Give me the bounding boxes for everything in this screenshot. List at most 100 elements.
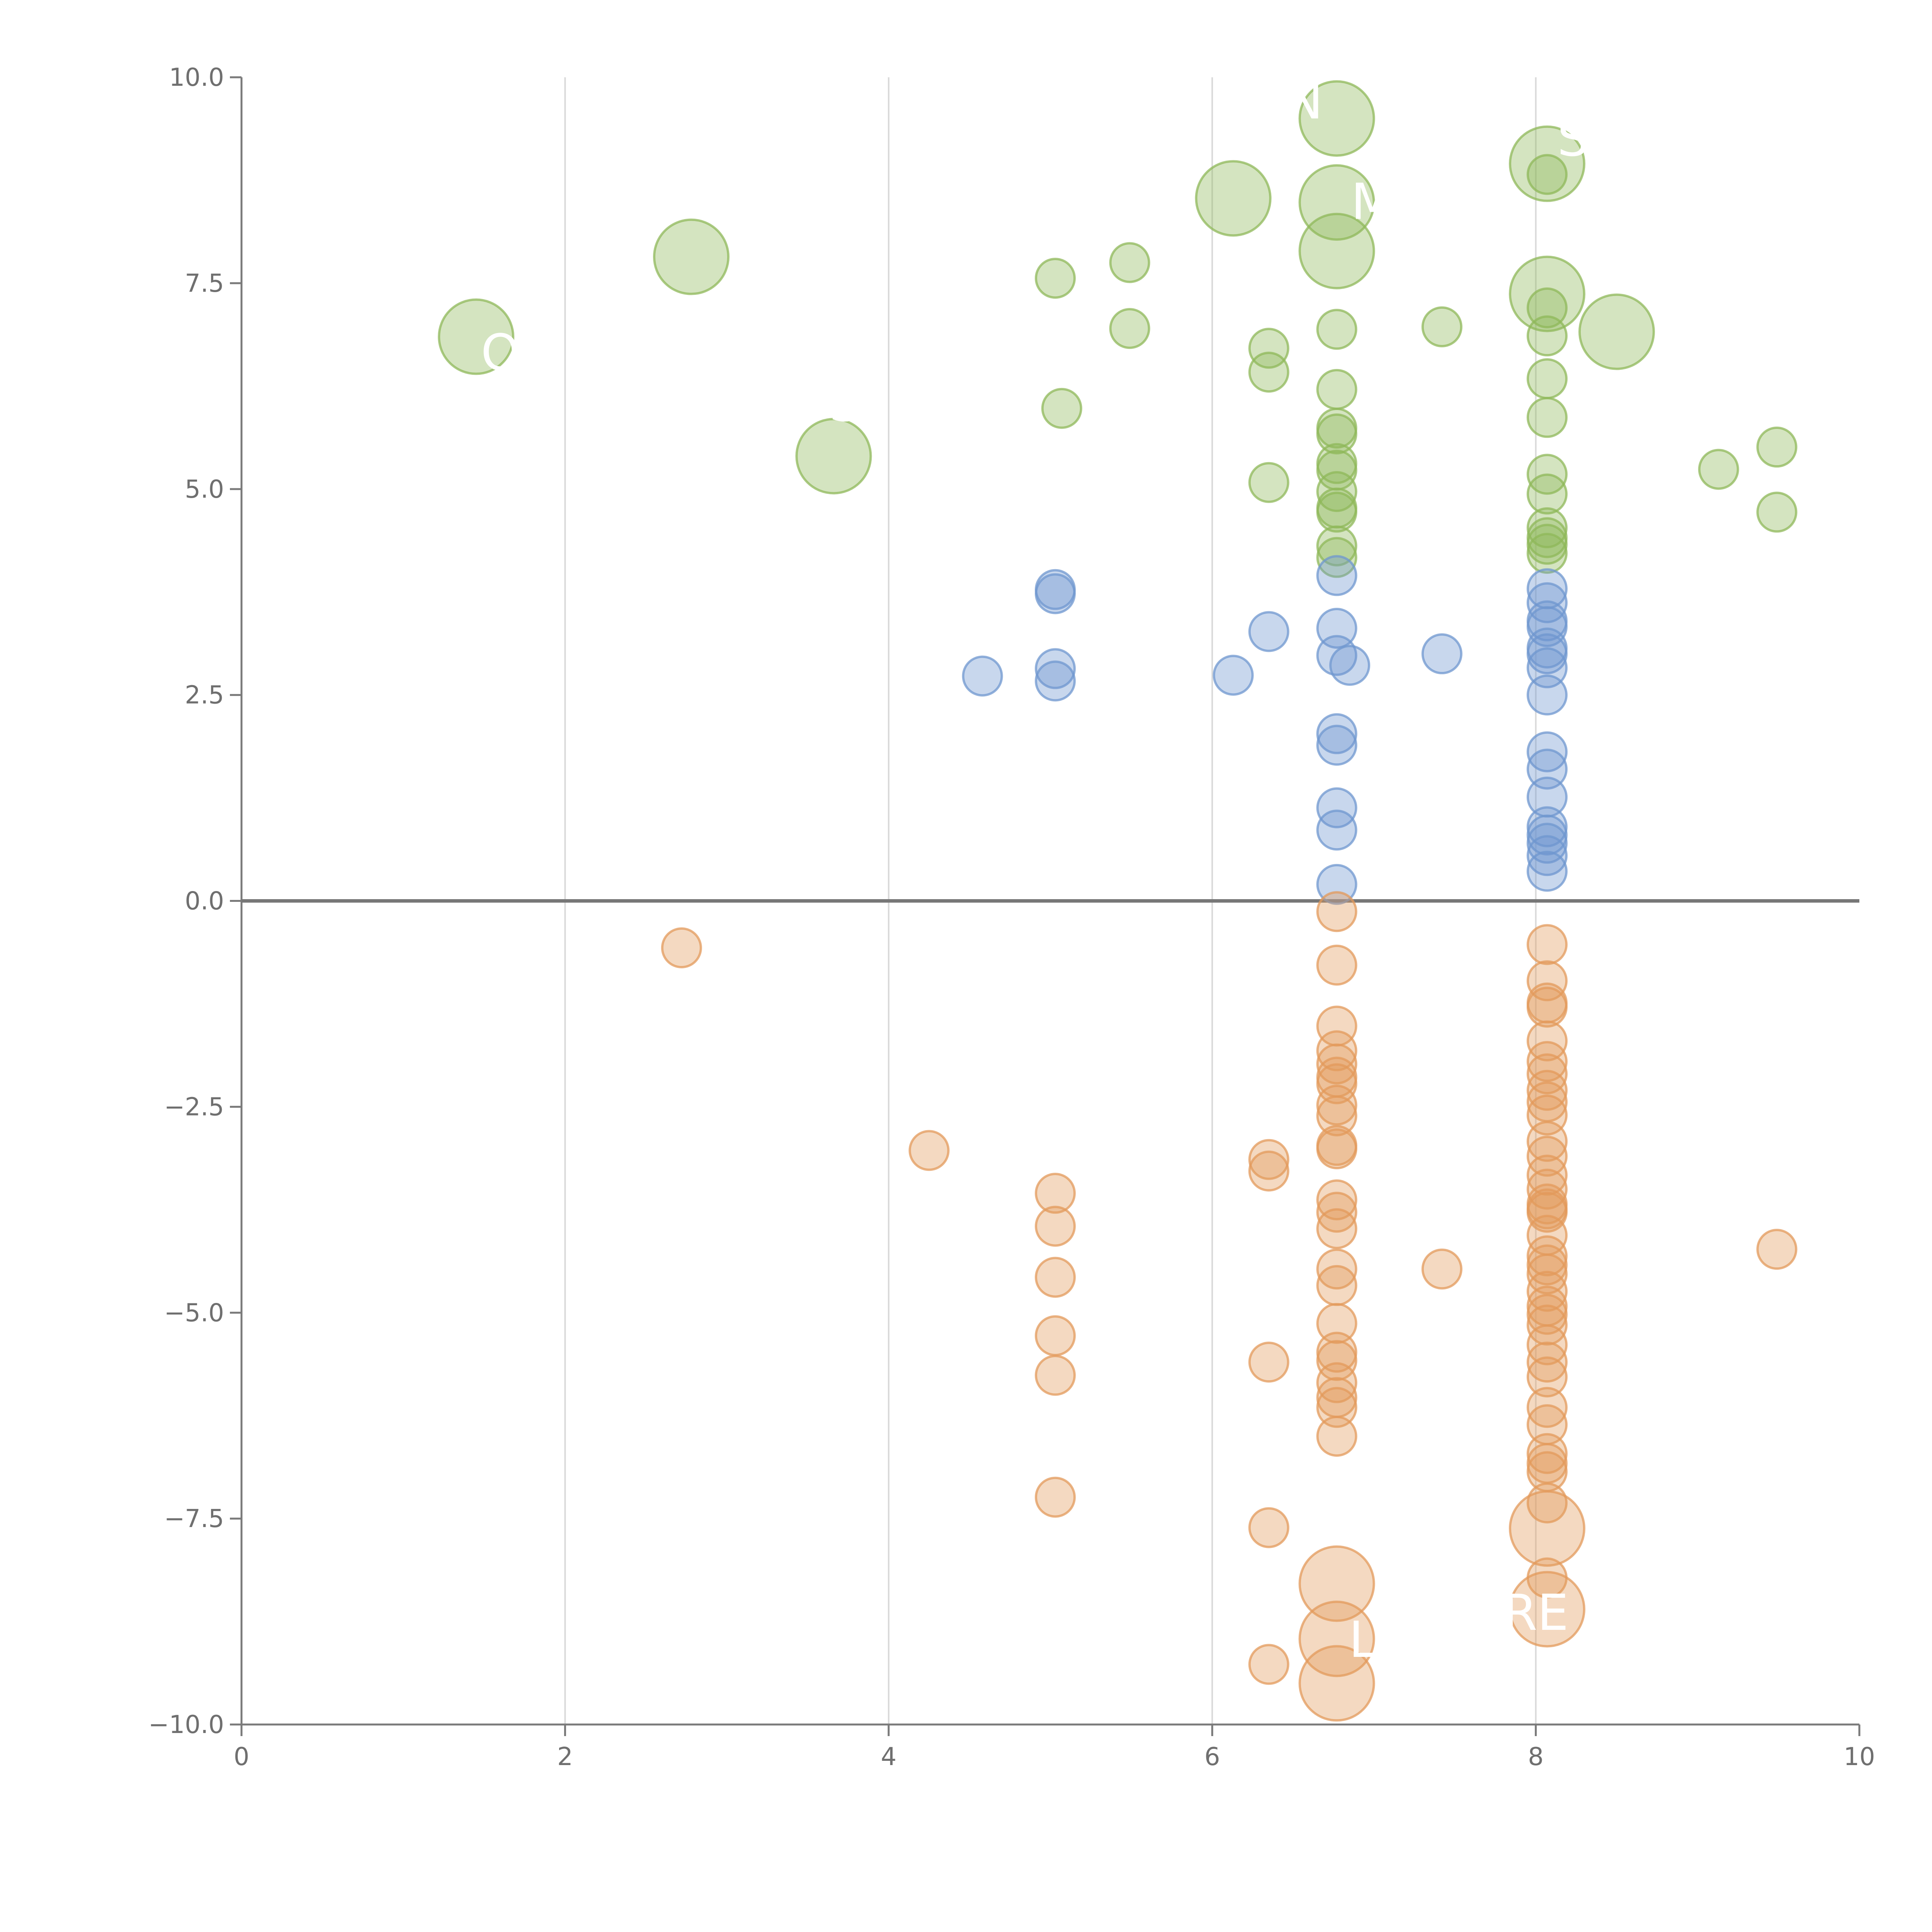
- data-point-negative: [1248, 1150, 1289, 1192]
- data-point-positive-high: [1316, 537, 1357, 578]
- data-point-positive-high: [1041, 388, 1082, 429]
- data-point-negative: [1526, 1070, 1568, 1111]
- data-point-negative: [1526, 1387, 1568, 1428]
- data-point-negative: [1526, 1121, 1568, 1162]
- data-point-negative: [1316, 1085, 1357, 1126]
- data-point-negative: [1526, 1235, 1568, 1277]
- data-point-positive-high: [1298, 80, 1375, 157]
- data-point-negative: [1526, 1294, 1568, 1335]
- data-point-negative: [1248, 1507, 1289, 1548]
- data-point-positive-high: [1035, 258, 1076, 299]
- data-point-positive-low: [1035, 573, 1076, 614]
- data-point-negative: [1035, 1173, 1076, 1214]
- data-point-positive-low: [1213, 655, 1254, 696]
- y-tick-label: 0.0: [185, 887, 224, 916]
- x-tick-label: 10: [1844, 1743, 1875, 1771]
- data-point-negative: [1526, 1192, 1568, 1233]
- data-point-negative: [1316, 1248, 1357, 1290]
- x-tick-label: 6: [1204, 1743, 1220, 1771]
- data-point-negative: [1316, 1387, 1357, 1428]
- data-point-positive-low: [1316, 555, 1357, 596]
- data-point-negative: [1316, 1128, 1357, 1170]
- data-point-positive-low: [1526, 748, 1568, 790]
- y-tick-label: −10.0: [148, 1711, 224, 1739]
- data-point-positive-high: [1248, 462, 1289, 503]
- data-point-negative: [1526, 1155, 1568, 1196]
- y-tick-label: 2.5: [185, 681, 224, 710]
- data-point-negative: [1316, 1303, 1357, 1344]
- data-point-positive-low: [1526, 674, 1568, 716]
- data-point-negative: [1248, 1139, 1289, 1180]
- data-point-positive-high: [1316, 525, 1357, 566]
- data-point-negative: [1248, 1644, 1289, 1685]
- data-point-negative: [1298, 1545, 1375, 1622]
- y-tick-label: −2.5: [164, 1093, 224, 1121]
- y-tick-label: −7.5: [164, 1505, 224, 1533]
- data-point-positive-low: [1526, 835, 1568, 876]
- data-point-positive-high: [1526, 397, 1568, 438]
- data-point-negative: [1316, 1340, 1357, 1381]
- y-tick-label: 7.5: [185, 269, 224, 298]
- data-point-negative: [1526, 1356, 1568, 1398]
- data-point-negative: [1298, 1600, 1375, 1677]
- data-point-positive-low: [1316, 810, 1357, 851]
- data-point-negative: [1526, 1270, 1568, 1312]
- data-point-negative: [1298, 1645, 1375, 1722]
- data-point-positive-low: [1316, 713, 1357, 754]
- data-point-positive-high: [1526, 315, 1568, 357]
- data-point-negative: [1526, 1041, 1568, 1082]
- data-point-negative: [1526, 1053, 1568, 1095]
- point-label: S: [1557, 110, 1588, 167]
- data-point-negative: [1756, 1229, 1798, 1270]
- data-points: [438, 80, 1798, 1722]
- y-tick-label: 5.0: [185, 475, 224, 504]
- data-point-positive-high: [1578, 293, 1655, 370]
- data-point-negative: [1316, 1095, 1357, 1136]
- data-point-negative: [1526, 1253, 1568, 1295]
- data-point-positive-high: [1526, 473, 1568, 515]
- data-point-positive-low: [1526, 850, 1568, 892]
- data-point-positive-low: [1526, 582, 1568, 623]
- data-point-negative: [1035, 1206, 1076, 1247]
- data-point-positive-high: [1248, 328, 1289, 369]
- data-point-negative: [1248, 1342, 1289, 1383]
- data-point-negative: [661, 927, 702, 968]
- data-point-positive-high: [1316, 492, 1357, 533]
- data-point-negative: [1316, 944, 1357, 986]
- data-point-positive-low: [1526, 823, 1568, 864]
- data-point-negative: [1316, 1362, 1357, 1403]
- data-point-negative: [1526, 1433, 1568, 1474]
- data-point-positive-high: [1526, 524, 1568, 565]
- point-label: N: [1286, 73, 1323, 131]
- y-tick-label: −5.0: [164, 1299, 224, 1327]
- data-point-positive-high: [1526, 287, 1568, 328]
- data-point-negative: [1526, 1324, 1568, 1366]
- data-point-negative: [1035, 1476, 1076, 1518]
- data-point-negative: [1316, 1208, 1357, 1249]
- data-point-positive-high: [1248, 352, 1289, 393]
- data-point-positive-low: [1316, 787, 1357, 828]
- x-tick-label: 4: [881, 1743, 896, 1771]
- data-point-positive-low: [1248, 611, 1289, 652]
- data-point-positive-low: [1035, 660, 1076, 702]
- data-point-negative: [1509, 1571, 1585, 1648]
- data-point-negative: [1316, 1415, 1357, 1457]
- data-point-negative: [1035, 1355, 1076, 1396]
- data-point-negative: [1526, 986, 1568, 1028]
- point-labels: N S M O S L RE: [481, 73, 1589, 1669]
- point-label: L: [1349, 1611, 1376, 1669]
- data-point-positive-high: [1756, 427, 1798, 468]
- data-point-negative: [1035, 1315, 1076, 1356]
- data-point-positive-high: [1526, 358, 1568, 400]
- data-point-positive-high: [438, 298, 515, 375]
- data-point-negative: [1526, 1020, 1568, 1061]
- data-point-positive-high: [653, 218, 730, 295]
- data-point-negative: [908, 1130, 950, 1171]
- data-point-negative: [1035, 1257, 1076, 1298]
- data-point-positive-low: [1035, 648, 1076, 689]
- x-tick-label: 8: [1528, 1743, 1544, 1771]
- data-point-positive-high: [1526, 533, 1568, 574]
- y-tick-label: 10.0: [169, 63, 224, 92]
- data-point-positive-low: [1316, 724, 1357, 766]
